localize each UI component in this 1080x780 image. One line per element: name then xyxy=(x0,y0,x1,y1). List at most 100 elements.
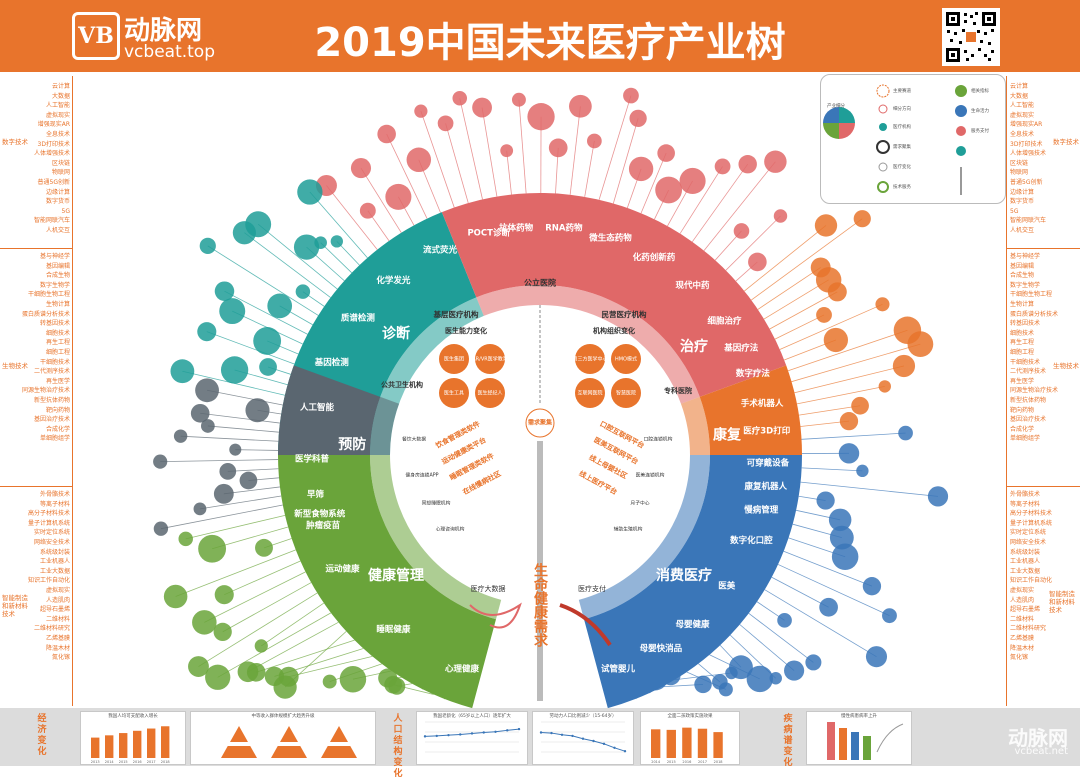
bar-mark xyxy=(698,729,707,758)
doctor-change-node xyxy=(439,344,469,374)
branch-node xyxy=(856,465,868,477)
legend-label: 需求聚集 xyxy=(893,144,911,150)
branch-node xyxy=(655,177,682,204)
tech-item: 知识工作自动化 xyxy=(1010,576,1052,586)
ring-item-label: 母婴健康 xyxy=(676,619,711,630)
branch-node xyxy=(247,663,266,682)
branch-node xyxy=(587,134,602,149)
branch-node xyxy=(200,238,216,254)
tech-item: 单细胞组学 xyxy=(1010,434,1058,444)
branch-node xyxy=(452,91,467,106)
tick-label: 2015 xyxy=(667,760,676,764)
tech-item: 3D打印技术 xyxy=(1010,140,1046,150)
legend-label: 主要赛道 xyxy=(893,88,911,94)
ring-item-label: 现代中药 xyxy=(676,280,711,291)
branch-node xyxy=(221,356,248,383)
branch-node xyxy=(219,463,236,480)
ring-item-label: 慢病管理 xyxy=(744,505,779,516)
doctor-change-node xyxy=(439,378,469,408)
vcbeat-logo[interactable]: VB 动脉网 vcbeat.top xyxy=(72,8,232,64)
tech-item: 二代测序技术 xyxy=(1010,367,1058,377)
major-sector-label: 康复 xyxy=(713,426,742,443)
tech-item: 实时定位系统 xyxy=(28,528,70,538)
branch-node xyxy=(830,526,854,550)
tech-item: 新型抗体药物 xyxy=(1010,396,1058,406)
tech-item: 数字货币 xyxy=(1010,197,1046,207)
medical-bigdata-label: 医疗大数据 xyxy=(471,584,506,593)
tech-item: 靶向药物 xyxy=(22,406,70,416)
legend-box: 产业细分 主要赛道 细分方向 医疗机构 需求聚集 医疗变化 技术服务 相关指标 … xyxy=(820,74,1006,204)
branch-node xyxy=(770,672,782,684)
ring-item-label: 睡眠健康 xyxy=(376,624,411,635)
tech-item: 合成生物 xyxy=(22,271,70,281)
branch-node xyxy=(385,184,411,210)
chronic-disease-graphic xyxy=(807,712,911,764)
consumer-org-right: 辅助生殖机构 xyxy=(614,526,643,533)
org-change-node xyxy=(611,344,641,374)
consumer-platform-left: 运动健康类平台 xyxy=(440,435,487,466)
org-change-node xyxy=(575,344,605,374)
tech-item: 系统级封装 xyxy=(1010,548,1052,558)
branch-node xyxy=(410,660,433,683)
branch-node xyxy=(738,155,756,173)
legend-label: 医疗机构 xyxy=(893,124,911,130)
branch-node xyxy=(840,412,858,430)
tech-item: 知识工作自动化 xyxy=(28,576,70,586)
watermark-url: vcbeat.net xyxy=(1014,746,1068,757)
branch-node xyxy=(192,610,217,635)
branch-node xyxy=(829,509,852,532)
branch-node xyxy=(512,93,526,107)
branch-node xyxy=(240,472,258,490)
ring-item-label: POCT诊断 xyxy=(467,227,510,238)
qr-code-icon[interactable] xyxy=(942,8,1000,66)
tech-item: 边缘计算 xyxy=(1010,188,1046,198)
branch-node xyxy=(875,297,889,311)
ring-item-label: 肿瘤疫苗 xyxy=(305,520,341,531)
footer-chart-title: 我国老龄化（65岁以上人口）逐年扩大 xyxy=(417,713,527,719)
doctor-change-text: 医生经纪人 xyxy=(477,390,502,397)
demand-core-label: 需求聚集 xyxy=(528,419,553,427)
branch-node xyxy=(198,535,226,563)
sector-band xyxy=(442,193,786,397)
branch-node xyxy=(866,646,887,667)
branch-node xyxy=(719,682,733,696)
tech-item: 3D打印技术 xyxy=(34,140,70,150)
footer-category-disease: 疾病谱变化 xyxy=(782,714,794,769)
consumer-platform-left: 饮食管理类软件 xyxy=(433,419,481,450)
branch-node xyxy=(851,397,869,415)
branch-node xyxy=(747,666,773,692)
branch-node xyxy=(748,253,767,272)
tech-item: 人机交互 xyxy=(34,226,70,236)
org-change-node xyxy=(575,378,605,408)
branch-node xyxy=(174,429,187,442)
tech-item: 物联网 xyxy=(34,168,70,178)
tech-item: 全息技术 xyxy=(34,130,70,140)
branch-node xyxy=(360,203,376,219)
data-wave-graphic xyxy=(470,605,520,628)
footer-category-economy: 经济变化 xyxy=(36,714,48,758)
tech-item: 基因治疗技术 xyxy=(22,415,70,425)
tech-item: 系统级封装 xyxy=(28,548,70,558)
tech-item: 细胞技术 xyxy=(22,329,70,339)
ring-item-label: 数字疗法 xyxy=(736,368,771,379)
branch-node xyxy=(267,293,292,318)
branch-node xyxy=(259,358,277,376)
branch-node xyxy=(238,661,259,682)
tech-item: 数字货币 xyxy=(34,197,70,207)
tech-item: 靶向药物 xyxy=(1010,406,1058,416)
doctor-change-node xyxy=(475,378,505,408)
branch-node xyxy=(215,281,235,301)
sector-band xyxy=(278,365,380,455)
branch-node xyxy=(414,105,427,118)
branch-node xyxy=(215,585,234,604)
org-change-text: HMO模式 xyxy=(615,356,637,363)
ring-item-label: 手术机器人 xyxy=(741,398,784,409)
tech-item: 干细胞技术 xyxy=(1010,358,1058,368)
right-tech-list: 基与神经学基因编辑合成生物数字生物学干细胞生物工程生物计算蛋白质谱分析技术转基因… xyxy=(1010,252,1058,444)
ring-item-label: RNA药物 xyxy=(545,223,583,234)
ring-item-label: 可穿戴设备 xyxy=(747,457,790,468)
